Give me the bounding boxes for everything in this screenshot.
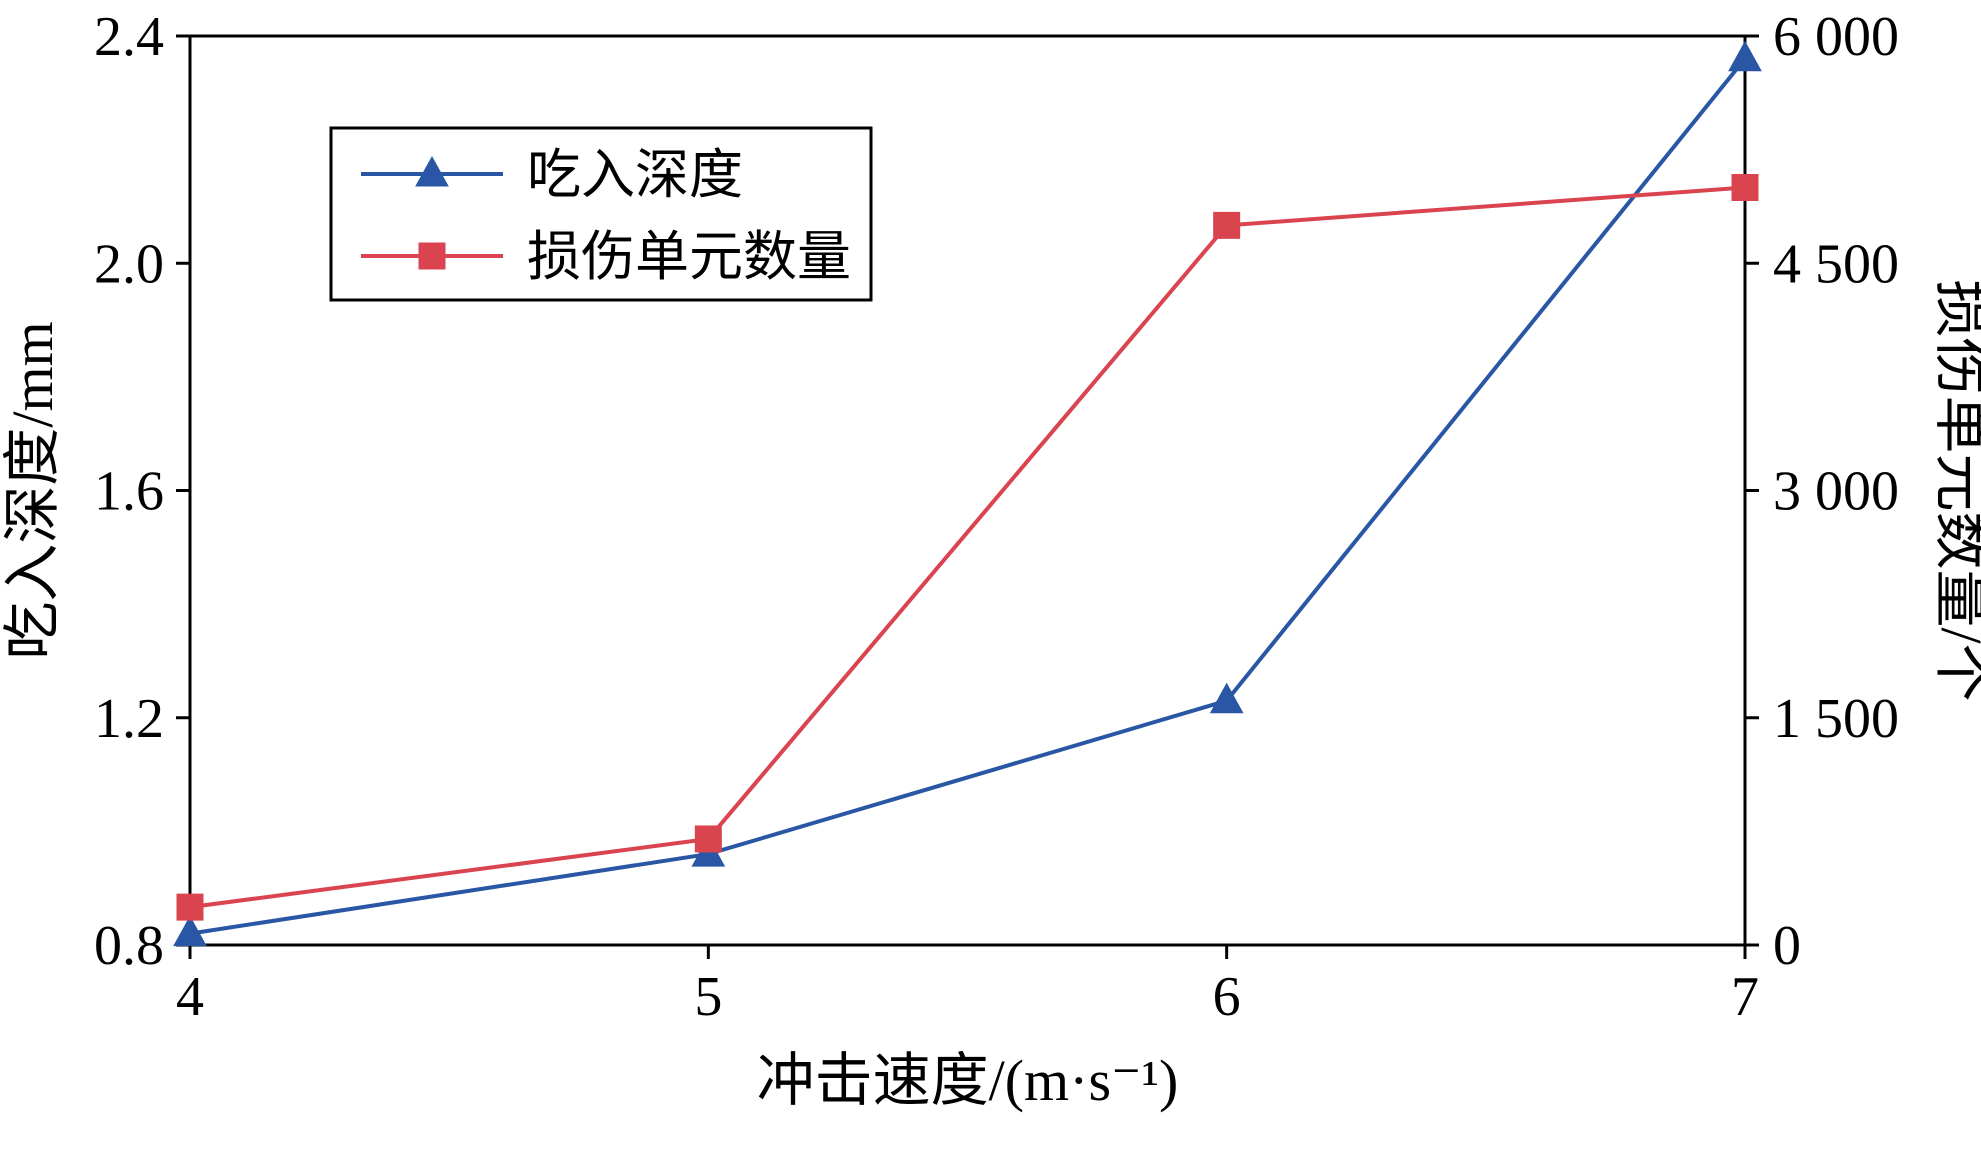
series-line-1 [189,185,1746,910]
y-right-axis-title: 损伤单元数量/个 [1929,279,1981,701]
legend-label-0: 吃入深度 [527,145,743,205]
y-left-tick-label: 2.4 [94,6,164,68]
series-0-marker [1209,682,1244,714]
legend-marker-1 [418,242,446,270]
y-right-tick-label: 3 000 [1773,461,1899,523]
series-1-marker [694,825,722,853]
y-right-tick-label: 4 500 [1773,233,1899,295]
y-left-tick-label: 2.0 [94,233,164,295]
y-right-tick-label: 0 [1773,915,1801,977]
y-right-tick-label: 1 500 [1773,688,1899,750]
series-1-marker [176,893,204,921]
x-tick-label: 7 [1731,966,1759,1028]
series-0-marker [1728,40,1762,72]
series-1-marker [1213,211,1241,239]
x-tick-label: 4 [176,966,204,1028]
series-0-marker [173,915,207,947]
x-tick-label: 5 [694,966,722,1028]
y-left-tick-label: 1.6 [94,461,164,523]
legend-label-1: 损伤单元数量 [527,227,851,287]
x-tick-label: 6 [1213,966,1241,1028]
legend-marker-0 [415,155,449,187]
series-line-0 [189,57,1747,936]
series-1-marker [1731,174,1759,201]
x-axis-title: 冲击速度/(m·s⁻¹) [757,1048,1179,1113]
y-left-tick-label: 0.8 [94,915,164,977]
y-left-tick-label: 1.2 [94,688,164,750]
y-right-tick-label: 6 000 [1773,6,1899,68]
y-left-axis-title: 吃入深度/mm [0,321,65,659]
legend-box [329,126,873,302]
